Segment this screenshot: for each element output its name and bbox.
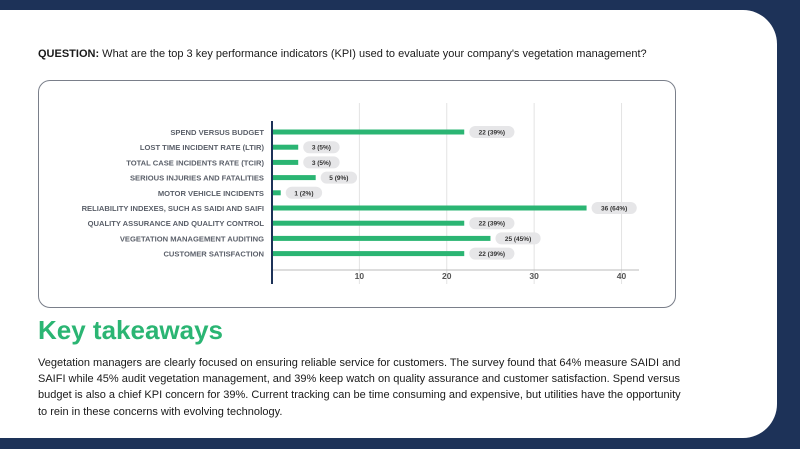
x-tick-label: 30 — [529, 271, 539, 281]
x-tick-label: 10 — [355, 271, 365, 281]
data-label: 3 (5%) — [312, 160, 331, 167]
data-label: 3 (5%) — [312, 145, 331, 152]
data-label: 22 (39%) — [479, 251, 505, 258]
value-pill — [469, 217, 515, 230]
category-label: TOTAL CASE INCIDENTS RATE (TCIR) — [126, 158, 264, 167]
data-label: 5 (9%) — [329, 175, 348, 182]
value-pill — [303, 141, 340, 154]
bar — [272, 144, 299, 150]
category-label: VEGETATION MANAGEMENT AUDITING — [120, 234, 264, 243]
data-label: 25 (45%) — [505, 236, 531, 243]
question-label: QUESTION: — [38, 48, 100, 60]
content-card: QUESTION: What are the top 3 key perform… — [0, 10, 777, 438]
x-tick-label: 20 — [442, 271, 452, 281]
bar — [272, 251, 465, 257]
category-label: SERIOUS INJURIES AND FATALITIES — [130, 174, 264, 183]
x-tick-label: 40 — [617, 271, 627, 281]
value-pill — [495, 232, 541, 245]
value-pill — [285, 186, 323, 199]
bar — [272, 220, 465, 226]
takeaways-body: Vegetation managers are clearly focused … — [38, 357, 681, 418]
category-label: QUALITY ASSURANCE AND QUALITY CONTROL — [88, 219, 265, 228]
category-label: RELIABILITY INDEXES, SUCH AS SAIDI AND S… — [82, 204, 264, 213]
value-pill — [320, 171, 358, 184]
bar — [272, 190, 281, 196]
bar — [272, 205, 587, 211]
value-pill — [469, 247, 515, 260]
question-text: What are the top 3 key performance indic… — [99, 48, 647, 60]
bar — [272, 159, 299, 165]
data-label: 22 (39%) — [479, 221, 505, 228]
category-label: MOTOR VEHICLE INCIDENTS — [158, 189, 264, 198]
kpi-bar-chart: 10 20 30 40 SPEND VERSUS BUDGET 22 (39%) LOST … — [38, 80, 676, 308]
value-pill — [591, 202, 637, 214]
data-label: 22 (39%) — [479, 130, 505, 137]
category-label: CUSTOMER SATISFACTION — [163, 250, 264, 259]
value-pill — [469, 126, 515, 138]
chart-svg: 10 20 30 40 SPEND VERSUS BUDGET 22 (39%) LOST … — [82, 103, 639, 284]
data-label: 36 (64%) — [601, 206, 627, 213]
question: QUESTION: What are the top 3 key perform… — [38, 48, 647, 60]
category-label: LOST TIME INCIDENT RATE (LTIR) — [140, 143, 265, 152]
bar — [272, 129, 465, 135]
data-label: 1 (2%) — [294, 190, 313, 197]
bar — [272, 235, 491, 241]
takeaways-title: Key takeaways — [38, 315, 224, 345]
bar — [272, 175, 316, 181]
value-pill — [303, 156, 340, 169]
category-label: SPEND VERSUS BUDGET — [170, 128, 264, 137]
